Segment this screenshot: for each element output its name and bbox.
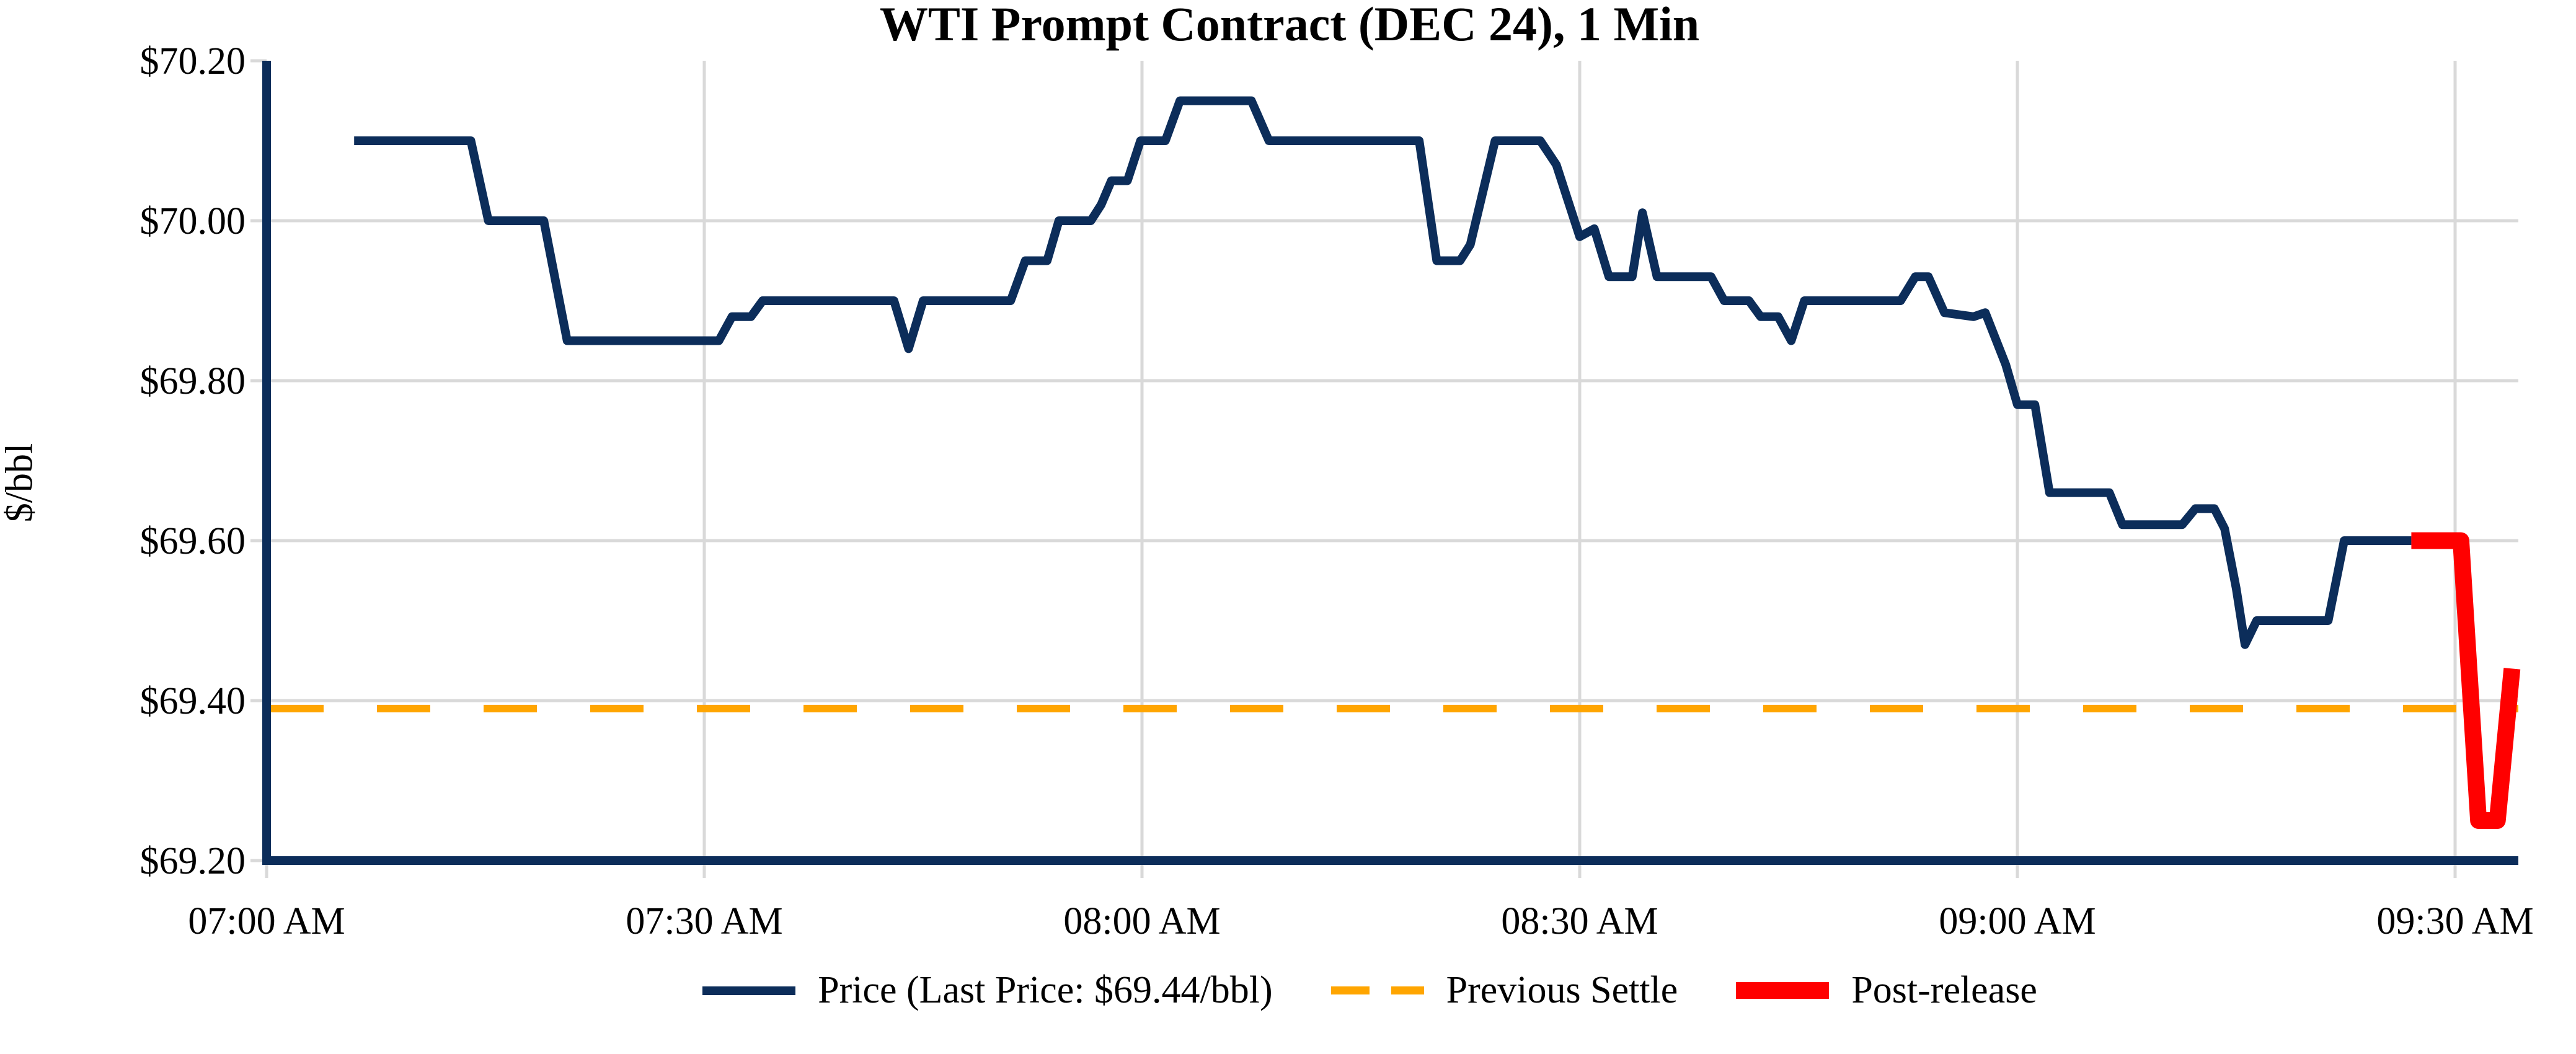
y-tick-label: $70.20	[140, 40, 246, 82]
plot-area: $70.20 $70.00 $69.80 $69.60 $69.40 $69.20 07:0…	[140, 40, 2534, 942]
legend-item-post-release: Post-release	[1736, 968, 2037, 1012]
y-tick-label: $69.60	[140, 520, 246, 562]
dashed-line-swatch-icon	[1330, 986, 1424, 994]
post-release-line-swatch-icon	[1736, 982, 1830, 999]
legend-label-previous-settle: Previous Settle	[1446, 969, 1678, 1011]
y-tick-label: $70.00	[140, 200, 246, 242]
x-tick-label: 09:30 AM	[2376, 900, 2533, 942]
chart-title: WTI Prompt Contract (DEC 24), 1 Min	[879, 0, 1700, 51]
x-tick-label: 07:00 AM	[188, 900, 345, 942]
legend-item-previous-settle: Previous Settle	[1330, 968, 1678, 1012]
y-tick-label: $69.40	[140, 680, 246, 722]
legend: Price (Last Price: $69.44/bbl) Previous …	[82, 968, 2576, 1012]
y-tick-label: $69.80	[140, 360, 246, 402]
x-tick-label: 08:30 AM	[1501, 900, 1658, 942]
legend-item-price: Price (Last Price: $69.44/bbl)	[702, 968, 1273, 1012]
x-tick-label: 08:00 AM	[1063, 900, 1220, 942]
y-tick-label: $69.20	[140, 840, 246, 882]
x-tick-label: 07:30 AM	[626, 900, 782, 942]
x-tick-label: 09:00 AM	[1939, 900, 2096, 942]
legend-label-price: Price (Last Price: $69.44/bbl)	[818, 969, 1273, 1011]
legend-label-post-release: Post-release	[1851, 969, 2037, 1011]
price-line-swatch-icon	[702, 986, 796, 995]
